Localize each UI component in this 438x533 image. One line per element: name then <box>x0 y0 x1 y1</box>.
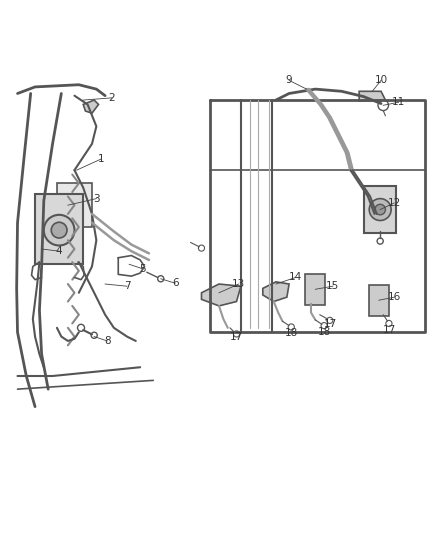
FancyBboxPatch shape <box>364 187 396 233</box>
Circle shape <box>78 324 85 332</box>
Polygon shape <box>83 100 99 113</box>
Text: 13: 13 <box>232 279 245 289</box>
Text: 7: 7 <box>124 281 131 291</box>
Circle shape <box>233 331 240 337</box>
Text: 17: 17 <box>324 319 337 329</box>
Circle shape <box>375 204 385 215</box>
Text: 12: 12 <box>388 198 401 208</box>
Polygon shape <box>359 91 385 101</box>
Text: 10: 10 <box>374 75 388 85</box>
Circle shape <box>91 332 97 338</box>
Circle shape <box>327 317 333 324</box>
Text: 8: 8 <box>104 336 111 346</box>
Text: 15: 15 <box>326 281 339 291</box>
Text: 16: 16 <box>388 292 401 302</box>
Text: 6: 6 <box>172 278 179 288</box>
FancyBboxPatch shape <box>305 274 325 305</box>
FancyBboxPatch shape <box>35 194 83 264</box>
Text: 9: 9 <box>286 75 293 85</box>
Circle shape <box>369 199 391 221</box>
Text: 1: 1 <box>97 154 104 164</box>
Circle shape <box>51 222 67 238</box>
Text: 17: 17 <box>382 325 396 335</box>
Circle shape <box>378 100 389 110</box>
Circle shape <box>198 245 205 251</box>
Circle shape <box>158 276 164 282</box>
Text: 11: 11 <box>392 97 405 107</box>
Text: 5: 5 <box>139 264 146 273</box>
Circle shape <box>386 320 392 327</box>
Text: 18: 18 <box>318 327 331 337</box>
Circle shape <box>321 322 327 329</box>
Text: 14: 14 <box>289 272 302 282</box>
FancyBboxPatch shape <box>369 285 389 316</box>
Text: 3: 3 <box>93 193 100 204</box>
Polygon shape <box>263 282 289 302</box>
Text: 18: 18 <box>285 328 298 338</box>
Polygon shape <box>201 284 241 306</box>
Circle shape <box>377 238 383 244</box>
Text: 4: 4 <box>56 246 63 256</box>
Text: 2: 2 <box>108 93 115 103</box>
FancyBboxPatch shape <box>57 183 92 227</box>
Circle shape <box>44 215 74 246</box>
Text: 17: 17 <box>230 333 243 343</box>
Circle shape <box>288 324 294 330</box>
